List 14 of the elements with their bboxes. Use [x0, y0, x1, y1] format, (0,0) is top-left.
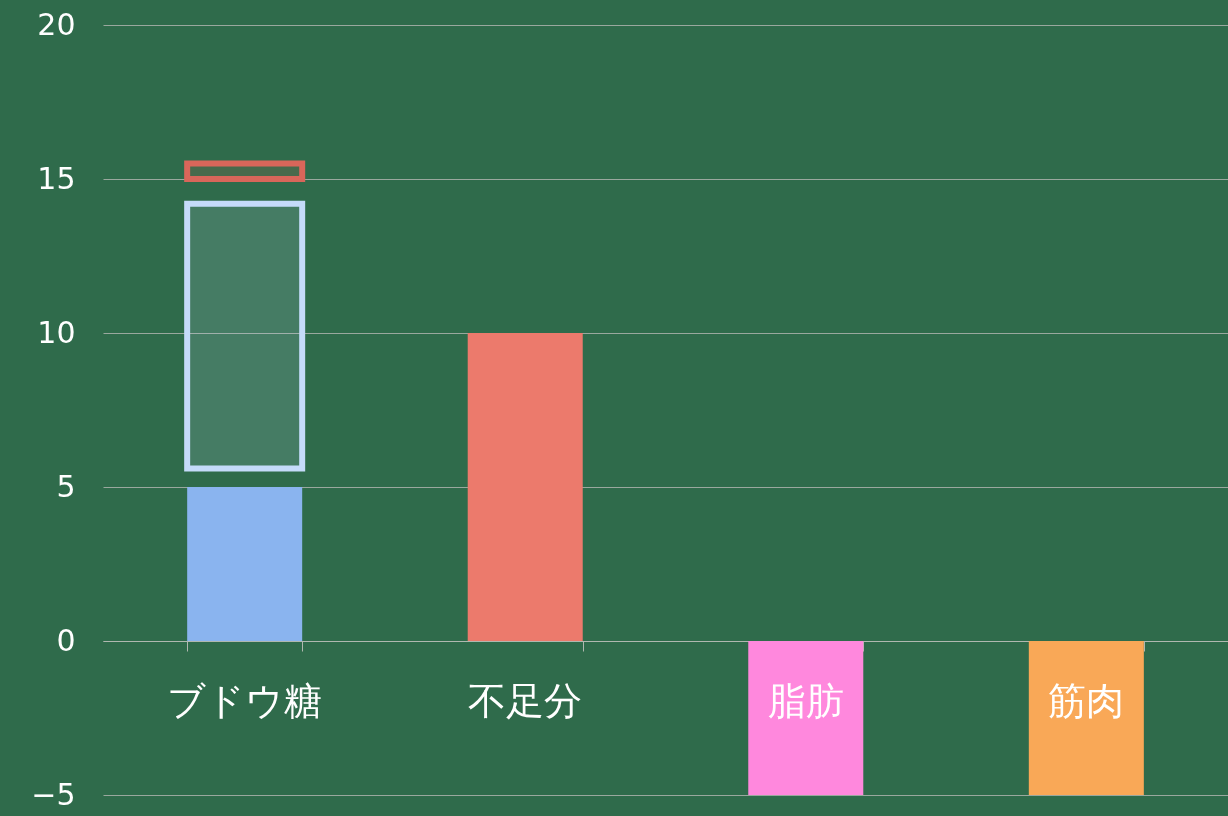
- y-tick-label: 5: [56, 468, 76, 504]
- bar: [748, 641, 864, 795]
- y-tick-label: 10: [37, 314, 76, 350]
- x-tick-label: 脂肪: [767, 679, 844, 723]
- y-tick-label: 15: [37, 160, 76, 196]
- x-tick-label: ブドウ糖: [167, 679, 323, 723]
- y-tick-label: 0: [56, 622, 76, 658]
- bar: [467, 333, 583, 641]
- bar: [187, 487, 303, 641]
- x-tick-label: 筋肉: [1048, 679, 1125, 723]
- y-tick-label: 20: [37, 6, 76, 42]
- bar: [1028, 641, 1144, 795]
- x-tick-label: 不足分: [468, 679, 583, 723]
- y-tick-label: −5: [31, 776, 76, 812]
